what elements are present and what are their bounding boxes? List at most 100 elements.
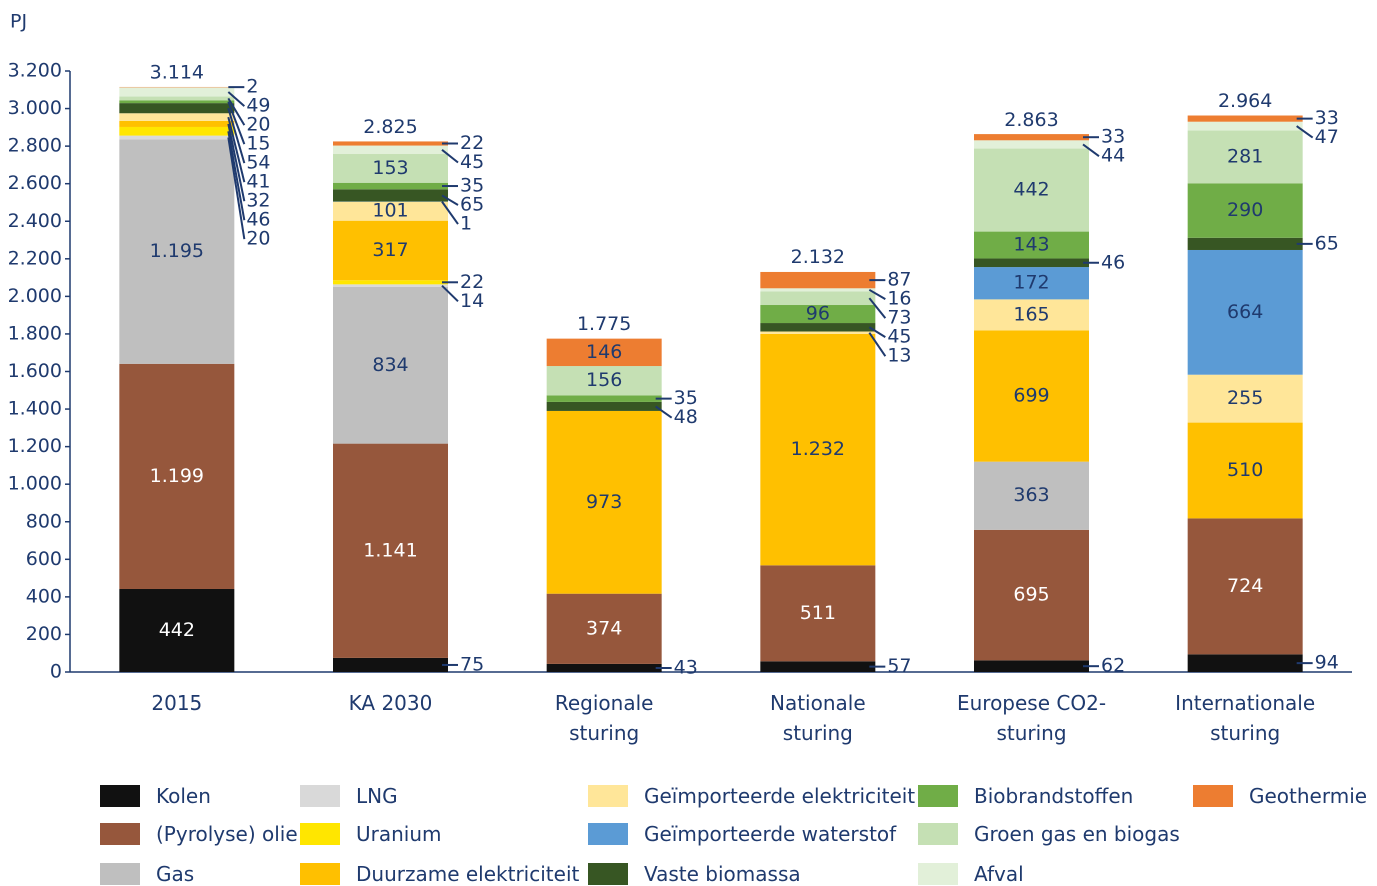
bar-segment (974, 267, 1089, 300)
data-label: 46 (1101, 251, 1125, 273)
bar-segment (333, 201, 448, 221)
data-label: 41 (246, 171, 270, 193)
data-label: 49 (246, 95, 270, 117)
leader-line (1296, 125, 1314, 139)
legend-item: Afval (918, 861, 1024, 886)
data-label: 33 (1101, 126, 1125, 148)
data-label: 45 (460, 151, 484, 173)
data-label: 290 (1227, 199, 1263, 221)
data-label: 363 (1013, 484, 1049, 506)
legend-swatch (100, 785, 140, 807)
data-label: 724 (1227, 575, 1263, 597)
data-label: 35 (674, 387, 698, 409)
y-tick-label: 3.000 (8, 97, 62, 119)
data-label: 442 (159, 619, 195, 641)
bar-segment (1187, 422, 1303, 519)
leader-line (868, 288, 886, 300)
bar-segment (119, 113, 235, 121)
data-label: 374 (586, 617, 622, 639)
bar-segment (119, 126, 235, 136)
bar-segment (333, 189, 448, 202)
legend-swatch (1193, 785, 1233, 807)
bar-segment (1187, 237, 1303, 250)
data-label: 664 (1227, 301, 1263, 323)
data-label: 13 (887, 345, 911, 367)
data-label: 22 (460, 271, 484, 293)
bar-segment (546, 395, 662, 402)
data-label: 94 (1315, 652, 1339, 674)
legend-item: Duurzame elektriciteit (300, 861, 579, 886)
data-label: 65 (1315, 232, 1339, 254)
bar-segment (1187, 249, 1303, 375)
data-label: 32 (246, 190, 270, 212)
data-label: 48 (674, 406, 698, 428)
leader-line (655, 405, 673, 419)
legend-item: Kolen (100, 783, 211, 809)
legend-swatch (918, 823, 958, 845)
y-tick-label: 0 (50, 661, 62, 683)
legend-item: (Pyrolyse) olie (100, 821, 298, 847)
data-label: 2 (246, 76, 258, 98)
data-label: 695 (1013, 584, 1049, 606)
data-label: 75 (460, 653, 484, 675)
bar-segment (546, 663, 662, 672)
bar-segment (760, 323, 876, 332)
y-tick-label: 2.400 (8, 210, 62, 232)
legend-swatch (100, 863, 140, 885)
y-axis-label: PJ (10, 11, 27, 33)
bar-segment (974, 660, 1089, 672)
legend-item: Geïmporteerde elektriciteit (588, 783, 915, 809)
data-label: 20 (246, 114, 270, 136)
y-tick-label: 400 (26, 585, 62, 607)
bar-segment (1187, 115, 1303, 122)
total-label: 3.114 (150, 62, 204, 84)
leader-line (227, 107, 246, 164)
y-tick-label: 3.200 (8, 60, 62, 82)
bar-segment (333, 154, 448, 183)
legend-swatch (300, 785, 340, 807)
bar-segment (760, 661, 876, 672)
bar-segment (119, 96, 235, 101)
data-label: 47 (1315, 126, 1339, 148)
bar-segment (1187, 121, 1303, 131)
bar-segment (119, 139, 235, 364)
data-label: 511 (800, 602, 836, 624)
data-label: 317 (372, 239, 408, 261)
bar-segment (1187, 183, 1303, 238)
bar-segment (974, 299, 1089, 331)
data-label: 14 (460, 290, 484, 312)
y-tick-label: 600 (26, 548, 62, 570)
bar-segment (333, 141, 448, 146)
data-label: 281 (1227, 145, 1263, 167)
legend-item: Uranium (300, 821, 442, 847)
data-label: 165 (1013, 303, 1049, 325)
bar-segment (333, 443, 448, 658)
legend-item: Biobrandstoffen (918, 783, 1133, 809)
bar-segment (119, 87, 235, 97)
data-label: 1 (460, 213, 472, 235)
leader-line (227, 131, 246, 221)
bar-segment (974, 134, 1089, 141)
bar-segment (546, 366, 662, 396)
legend-swatch (588, 823, 628, 845)
leader-line (227, 116, 246, 183)
data-label: 699 (1013, 385, 1049, 407)
leader-line (868, 326, 886, 338)
data-label: 1.141 (363, 539, 417, 561)
data-label: 22 (460, 132, 484, 154)
legend-swatch (918, 863, 958, 885)
bar-segment (119, 588, 235, 672)
bar-segment (760, 333, 876, 566)
leader-line (227, 137, 246, 240)
leader-line (441, 284, 459, 303)
bar-segment (119, 103, 235, 114)
y-tick-label: 200 (26, 623, 62, 645)
bar-segment (333, 286, 448, 444)
bar-segment (119, 363, 235, 589)
bar-segment (333, 220, 448, 281)
data-label: 172 (1013, 272, 1049, 294)
data-label: 33 (1315, 107, 1339, 129)
bar-segment (760, 288, 876, 292)
y-tick-label: 1.600 (8, 360, 62, 382)
x-tick-label: Internationale sturing (1175, 691, 1316, 745)
